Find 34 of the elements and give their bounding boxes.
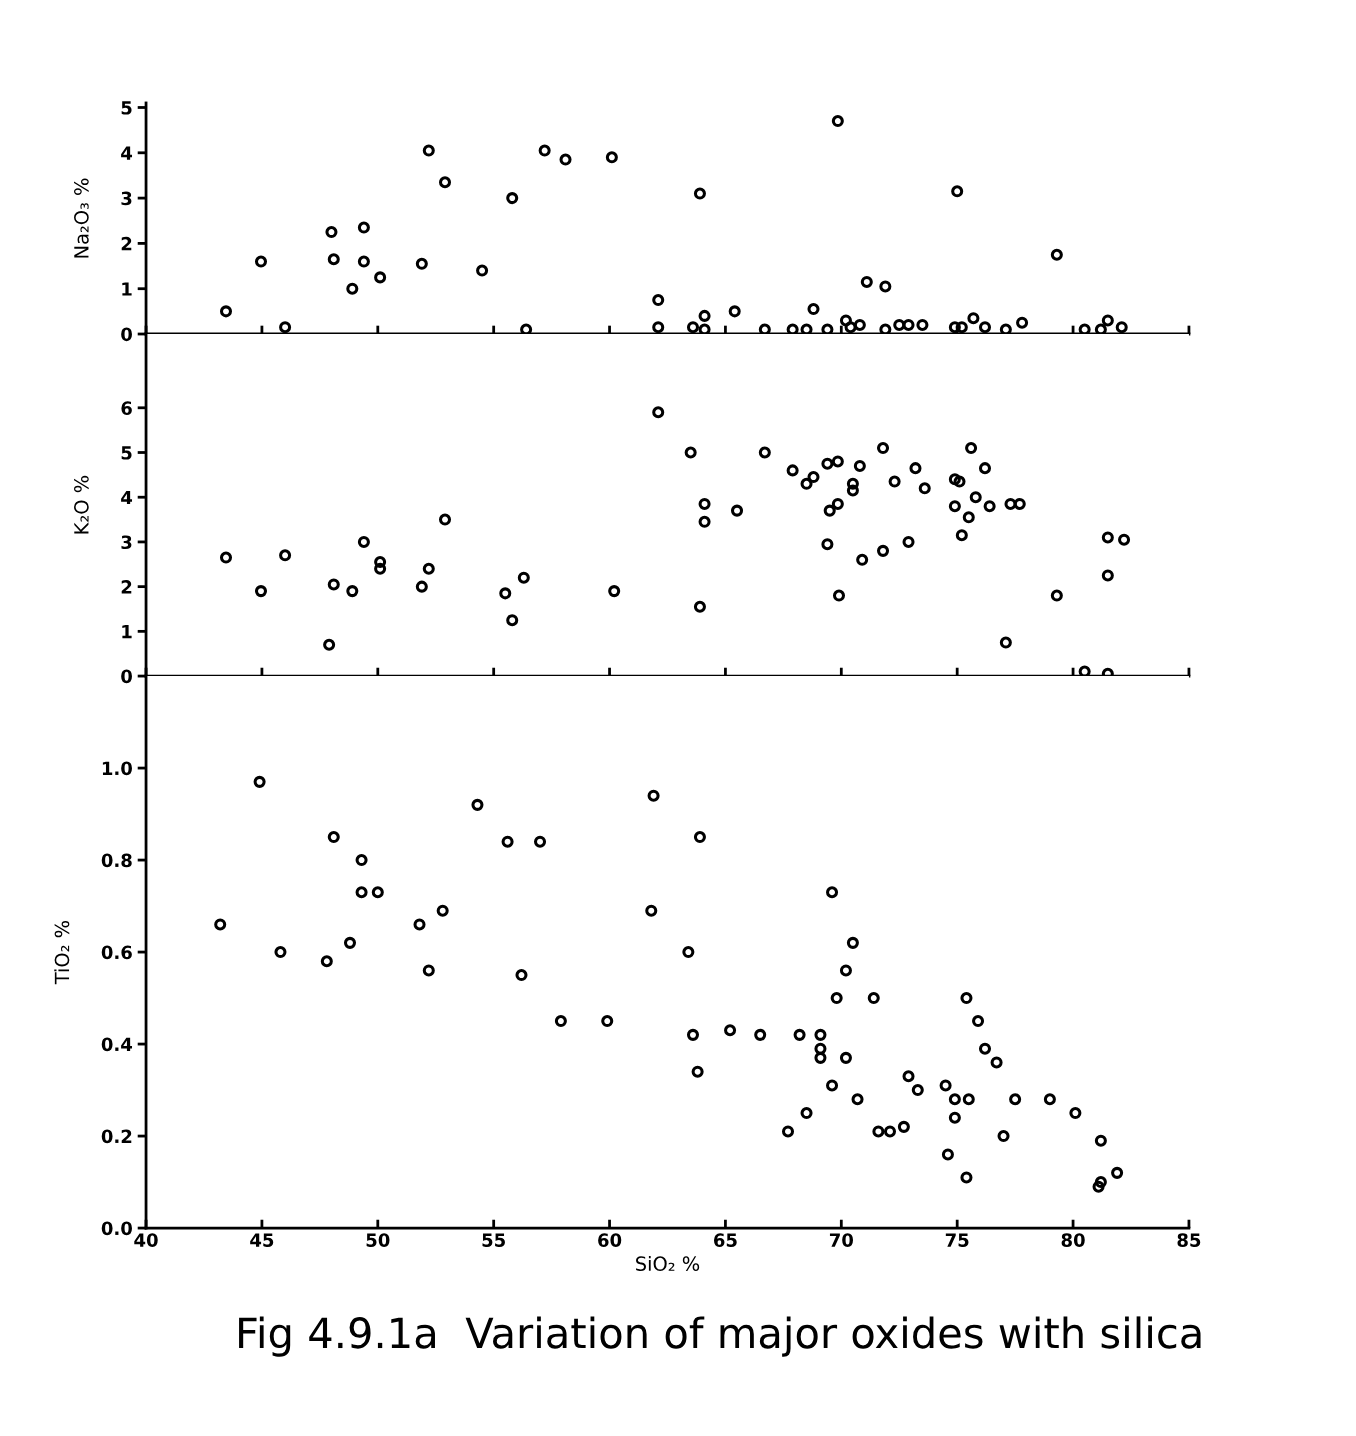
- y-axis-title: K₂O %: [74, 475, 89, 534]
- x-tick-label: 45: [250, 1233, 274, 1247]
- y-tick-label: 0: [121, 327, 132, 342]
- x-axis-title: SiO₂ %: [636, 1255, 700, 1272]
- y-tick-label: 0.6: [101, 945, 132, 960]
- y-tick-label: 1: [122, 625, 132, 639]
- y-tick-label: 3: [121, 191, 132, 206]
- y-tick-label: 0.8: [101, 853, 132, 868]
- x-tick-label: 75: [945, 1233, 969, 1247]
- y-tick-label: 6: [121, 401, 132, 415]
- x-tick-label: 60: [598, 1233, 622, 1247]
- y-tick-label: 1: [122, 282, 132, 296]
- x-tick-label: 70: [829, 1233, 854, 1247]
- y-tick-label: 5: [121, 101, 132, 115]
- y-tick-label: 4: [121, 490, 133, 505]
- x-tick-label: 50: [366, 1233, 390, 1247]
- y-tick-label: 0.0: [101, 1221, 132, 1236]
- y-tick-label: 2: [121, 580, 132, 594]
- y-tick-label: 0: [121, 669, 132, 684]
- x-tick-label: 65: [713, 1233, 737, 1247]
- y-tick-label: 1.0: [102, 761, 132, 776]
- y-axis-title: TiO₂ %: [54, 920, 70, 985]
- y-tick-label: 5: [121, 446, 132, 460]
- y-tick-label: 4: [121, 146, 133, 160]
- y-tick-label: 0.4: [101, 1037, 133, 1052]
- x-tick-label: 80: [1061, 1233, 1085, 1247]
- y-tick-label: 0.2: [101, 1129, 132, 1144]
- x-tick-label: 55: [482, 1233, 505, 1247]
- y-tick-label: 2: [121, 236, 132, 251]
- text: Fig 4.9.1a Variation of major oxides with silica: [239, 1316, 1201, 1357]
- y-tick-label: 3: [121, 535, 132, 550]
- x-tick-label: 40: [134, 1233, 158, 1247]
- x-tick-label: 85: [1177, 1233, 1201, 1247]
- y-axis-title: Na₂O₃ %: [74, 178, 89, 258]
